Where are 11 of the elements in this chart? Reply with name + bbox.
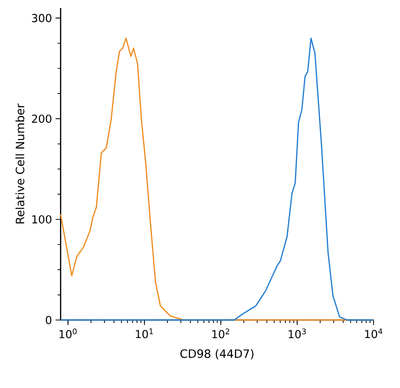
y-tick-label: 100 <box>32 215 52 224</box>
y-tick-label: 200 <box>32 114 52 123</box>
x-tick-label: 10$^{0}$ <box>60 328 77 338</box>
y-tick-label: 0 <box>46 316 52 324</box>
x-tick-label: 10$^{1}$ <box>136 328 153 338</box>
y-axis-title: Relative Cell Number <box>15 104 24 224</box>
x-tick-label: 10$^{4}$ <box>365 328 382 338</box>
x-tick-label: 10$^{3}$ <box>288 328 306 338</box>
x-axis-title: CD98 (44D7) <box>180 349 254 360</box>
x-tick-label: 10$^{2}$ <box>212 328 230 338</box>
y-tick-label: 300 <box>32 14 52 22</box>
